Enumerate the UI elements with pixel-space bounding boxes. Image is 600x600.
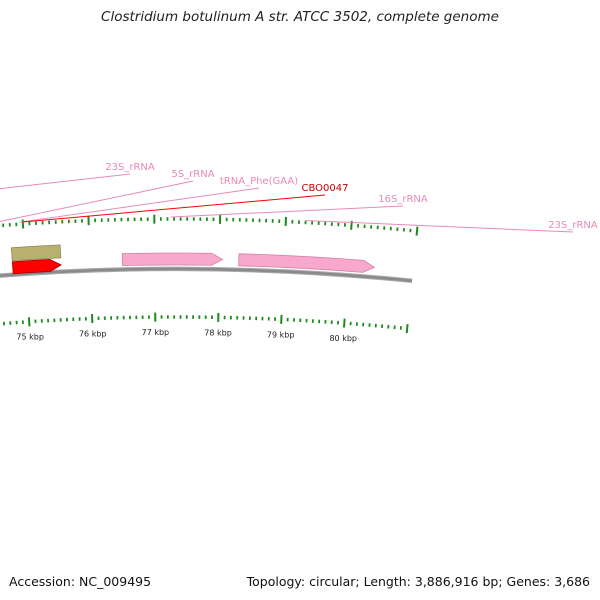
backbone-line — [0, 267, 413, 283]
16s-rrna-feature-7 — [121, 252, 224, 267]
feature-track — [10, 244, 376, 275]
cbo0047-feature-6 — [11, 259, 62, 275]
trna-phe-gaa-feature-5-callout-line — [19, 187, 260, 223]
23s-rrna-feature-2-label: 23S_rRNA — [105, 162, 155, 173]
cbo0047-feature-6-callout-line — [22, 194, 326, 223]
feature-callouts: 23S_rRNA 5S_rRNA tRNA_Phe(GAA) CBO0047 16S_r… — [0, 162, 598, 233]
outer-tick-ring — [2, 214, 419, 236]
trna-phe-gaa-feature-5-label: tRNA_Phe(GAA) — [220, 176, 298, 187]
inner-tick-ring — [2, 312, 409, 334]
trna-phe-gaa-feature-5 — [10, 244, 62, 262]
16s-rrna-feature-7-label: 16S_rRNA — [378, 194, 428, 205]
23s-rrna-feature-8-label: 23S_rRNA — [548, 220, 598, 231]
backbone-arc — [0, 266, 413, 284]
axis-label-75kbp: 75 kbp — [16, 333, 44, 342]
inner-major-tick — [405, 323, 409, 334]
5s-rrna-feature-3-label: 5S_rRNA — [171, 169, 214, 180]
5s-rrna-feature-3-callout-line — [0, 180, 194, 223]
outer-major-tick — [21, 219, 25, 229]
23s-rrna-feature-8-callout-line — [305, 219, 574, 233]
outer-major-tick — [415, 226, 419, 236]
16s-rrna-feature-7-callout-line — [170, 205, 404, 218]
cbo0047-feature-6-label: CBO0047 — [302, 183, 349, 194]
inner-major-tick — [343, 318, 346, 328]
axis-label-80kbp: 80 kbp — [329, 334, 357, 343]
23s-rrna-feature-8 — [238, 253, 376, 273]
23s-rrna-feature-2-callout-line — [0, 173, 131, 190]
genome-summary-text: Topology: circular; Length: 3,886,916 bp… — [246, 574, 590, 589]
inner-major-tick — [27, 317, 31, 327]
axis-label-78kbp: 78 kbp — [204, 328, 232, 337]
genome-title: Clostridium botulinum A str. ATCC 3502, … — [101, 9, 499, 25]
accession-text: Accession: NC_009495 — [9, 574, 152, 589]
axis-label-77kbp: 77 kbp — [142, 328, 170, 337]
axis-label-76kbp: 76 kbp — [79, 330, 107, 339]
axis-label-79kbp: 79 kbp — [267, 330, 295, 339]
